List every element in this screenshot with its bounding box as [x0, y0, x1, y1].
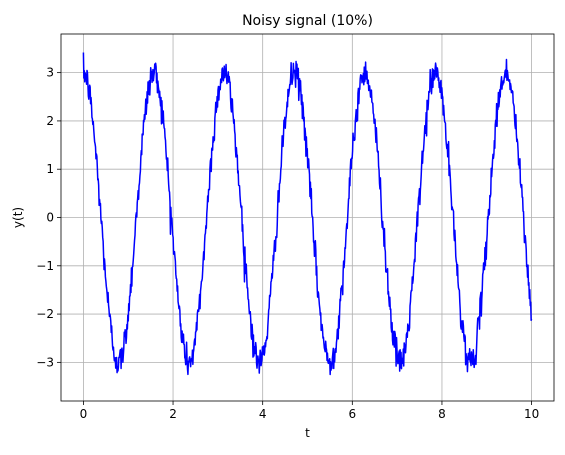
y-tick-label: −3: [36, 355, 54, 369]
y-tick-label: −1: [36, 259, 54, 273]
y-tick-label: 1: [46, 162, 54, 176]
x-tick-label: 6: [348, 407, 356, 421]
x-tick-label: 2: [169, 407, 177, 421]
chart-title: Noisy signal (10%): [242, 13, 373, 29]
x-tick-label: 8: [438, 407, 446, 421]
series-layer: [82, 52, 533, 376]
x-tick-label: 10: [524, 407, 539, 421]
series-line: [82, 52, 533, 376]
x-tick-label: 0: [80, 407, 88, 421]
grid-lines: [61, 34, 554, 401]
axis-ticks: 0 2 4 6 8 10 −3 −2 −1 0 1 2 3: [36, 66, 539, 421]
x-axis-label: t: [305, 426, 310, 440]
y-tick-label: −2: [36, 307, 54, 321]
y-tick-label: 0: [46, 211, 54, 225]
x-tick-label: 4: [259, 407, 267, 421]
y-tick-label: 3: [46, 66, 54, 80]
y-tick-label: 2: [46, 114, 54, 128]
y-axis-label: y(t): [11, 207, 25, 228]
